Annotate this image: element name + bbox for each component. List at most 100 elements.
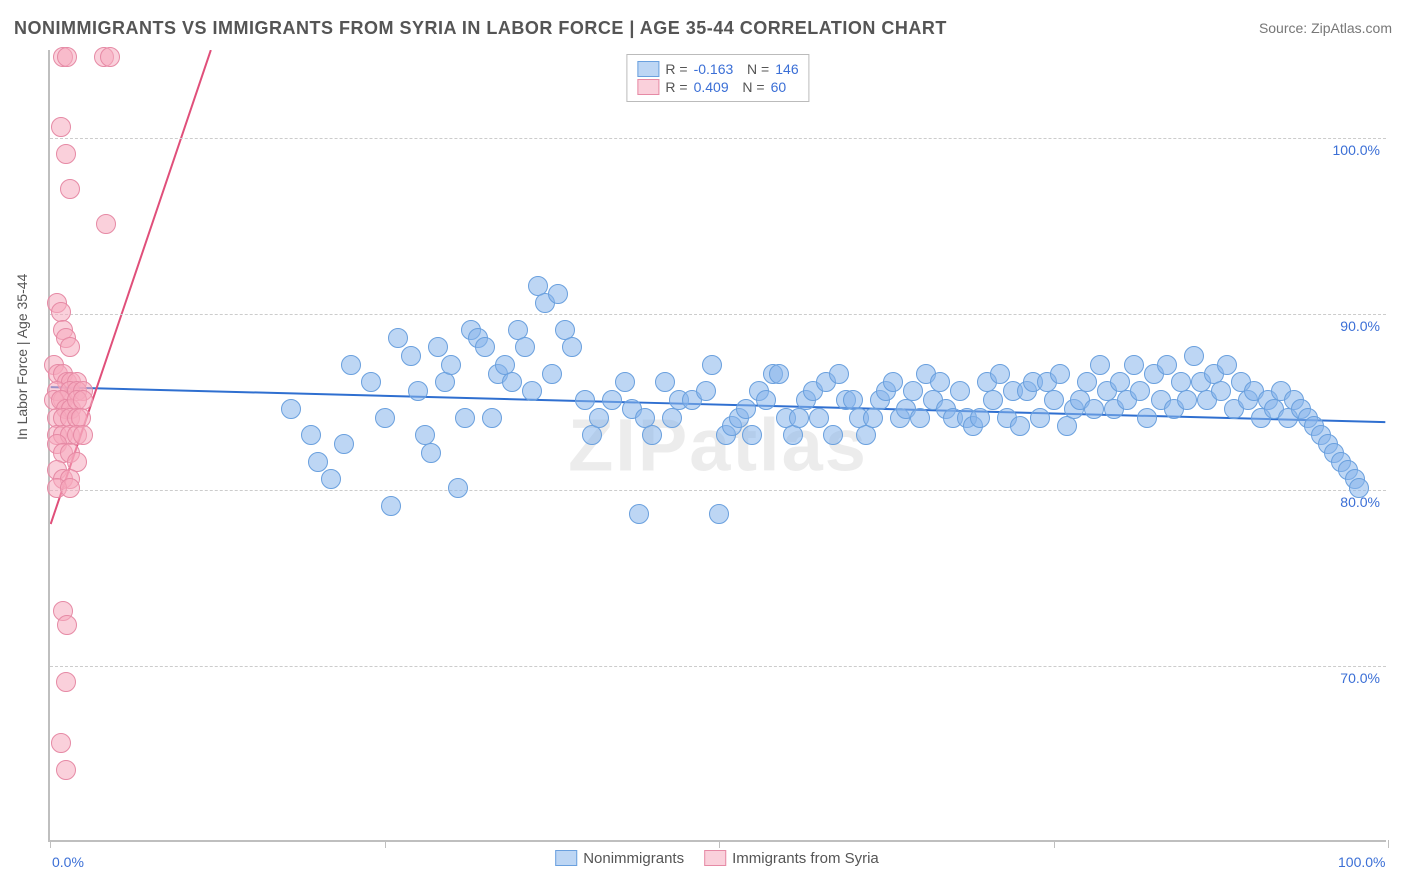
data-point (1349, 478, 1369, 498)
data-point (321, 469, 341, 489)
data-point (435, 372, 455, 392)
data-point (1211, 381, 1231, 401)
data-point (56, 672, 76, 692)
data-point (990, 364, 1010, 384)
data-point (455, 408, 475, 428)
data-point (829, 364, 849, 384)
data-point (856, 425, 876, 445)
y-tick-label: 100.0% (1320, 142, 1380, 158)
data-point (1184, 346, 1204, 366)
data-point (702, 355, 722, 375)
y-tick-label: 70.0% (1320, 670, 1380, 686)
trend-lines (50, 50, 1386, 840)
y-axis-title: In Labor Force | Age 35-44 (14, 274, 30, 440)
data-point (1044, 390, 1064, 410)
data-point (57, 615, 77, 635)
data-point (1010, 416, 1030, 436)
data-point (401, 346, 421, 366)
data-point (1124, 355, 1144, 375)
gridline-h (50, 490, 1386, 491)
data-point (789, 408, 809, 428)
data-point (441, 355, 461, 375)
legend-row-pink: R = 0.409 N = 60 (637, 79, 798, 95)
chart-source: Source: ZipAtlas.com (1259, 20, 1392, 36)
chart-title: NONIMMIGRANTS VS IMMIGRANTS FROM SYRIA I… (14, 18, 947, 39)
data-point (60, 179, 80, 199)
data-point (542, 364, 562, 384)
x-tick (385, 840, 386, 848)
data-point (308, 452, 328, 472)
data-point (56, 760, 76, 780)
plot-wrap: ZIPatlas R = -0.163 N = 146 R = 0.409 N … (48, 50, 1386, 842)
data-point (1217, 355, 1237, 375)
swatch-pink (637, 79, 659, 95)
data-point (1084, 399, 1104, 419)
legend-n-pink: 60 (771, 79, 787, 95)
legend-r-blue: -0.163 (694, 61, 734, 77)
data-point (334, 434, 354, 454)
data-point (655, 372, 675, 392)
data-point (736, 399, 756, 419)
legend-r-label: R = (665, 79, 687, 95)
gridline-h (50, 314, 1386, 315)
legend-label: Immigrants from Syria (732, 850, 879, 867)
data-point (408, 381, 428, 401)
data-point (970, 408, 990, 428)
data-point (1177, 390, 1197, 410)
x-tick (1388, 840, 1389, 848)
swatch-blue (637, 61, 659, 77)
data-point (883, 372, 903, 392)
data-point (1130, 381, 1150, 401)
data-point (421, 443, 441, 463)
data-point (515, 337, 535, 357)
data-point (1137, 408, 1157, 428)
data-point (502, 372, 522, 392)
data-point (51, 117, 71, 137)
data-point (642, 425, 662, 445)
data-point (562, 337, 582, 357)
chart-header: NONIMMIGRANTS VS IMMIGRANTS FROM SYRIA I… (0, 0, 1406, 52)
data-point (615, 372, 635, 392)
swatch-blue (555, 850, 577, 866)
gridline-h (50, 138, 1386, 139)
legend-correlation: R = -0.163 N = 146 R = 0.409 N = 60 (626, 54, 809, 102)
swatch-pink (704, 850, 726, 866)
data-point (589, 408, 609, 428)
data-point (96, 214, 116, 234)
legend-series: Nonimmigrants Immigrants from Syria (555, 848, 879, 868)
data-point (983, 390, 1003, 410)
data-point (629, 504, 649, 524)
data-point (482, 408, 502, 428)
x-tick (719, 840, 720, 848)
legend-n-label: N = (739, 61, 769, 77)
data-point (756, 390, 776, 410)
data-point (930, 372, 950, 392)
legend-item: Nonimmigrants (555, 850, 684, 867)
legend-n-label: N = (735, 79, 765, 95)
data-point (602, 390, 622, 410)
data-point (863, 408, 883, 428)
data-point (1077, 372, 1097, 392)
data-point (809, 408, 829, 428)
data-point (582, 425, 602, 445)
data-point (388, 328, 408, 348)
data-point (100, 47, 120, 67)
x-tick (50, 840, 51, 848)
data-point (375, 408, 395, 428)
data-point (1050, 364, 1070, 384)
data-point (60, 478, 80, 498)
data-point (662, 408, 682, 428)
data-point (428, 337, 448, 357)
data-point (281, 399, 301, 419)
y-tick-label: 90.0% (1320, 318, 1380, 334)
data-point (73, 425, 93, 445)
x-tick (1054, 840, 1055, 848)
legend-row-blue: R = -0.163 N = 146 (637, 61, 798, 77)
x-tick-label: 0.0% (52, 854, 84, 870)
data-point (910, 408, 930, 428)
data-point (448, 478, 468, 498)
data-point (950, 381, 970, 401)
data-point (1030, 408, 1050, 428)
data-point (361, 372, 381, 392)
legend-item: Immigrants from Syria (704, 850, 879, 867)
